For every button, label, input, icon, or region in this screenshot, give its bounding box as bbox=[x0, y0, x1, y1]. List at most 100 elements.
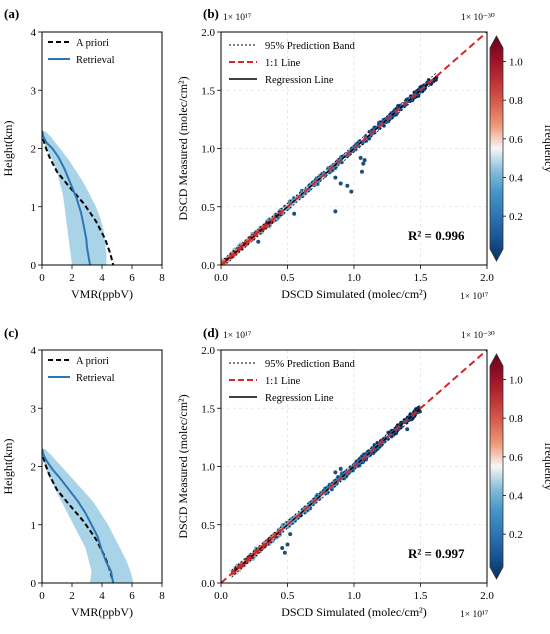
colorbar-label: frequency bbox=[542, 443, 550, 491]
y-tick-label: 0.0 bbox=[201, 578, 215, 590]
legend-entry: Retrieval bbox=[76, 55, 115, 66]
y-tick-label: 0.5 bbox=[201, 202, 215, 214]
y-tick-label: 0.0 bbox=[201, 260, 215, 272]
panel-a: (a) A priori Retrieval 0 2 4 6 8 0 1 2 3 4 VMR(ppbV) H… bbox=[1, 6, 165, 301]
y-tick-label: 1 bbox=[31, 520, 37, 532]
scatter-point bbox=[396, 103, 400, 108]
x-axis-multiplier: 1× 10¹⁷ bbox=[460, 610, 488, 620]
x-tick-label: 2.0 bbox=[480, 272, 494, 284]
legend-entry: 95% Prediction Band bbox=[265, 359, 356, 370]
colorbar-tick-label: 1.0 bbox=[509, 375, 523, 387]
x-tick-label: 6 bbox=[129, 590, 135, 602]
y-tick-label: 0 bbox=[31, 578, 37, 590]
x-axis-multiplier: 1× 10¹⁷ bbox=[460, 292, 488, 302]
colorbar-label: frequency bbox=[542, 125, 550, 173]
prediction-band-line bbox=[231, 411, 421, 578]
plot-area bbox=[221, 350, 487, 583]
scatter-point bbox=[405, 427, 410, 432]
y-axis-multiplier: 1× 10¹⁷ bbox=[223, 331, 251, 341]
y-axis-label: Height(km) bbox=[1, 121, 15, 177]
x-tick-label: 0.0 bbox=[214, 272, 228, 284]
legend-entry: Retrieval bbox=[76, 373, 115, 384]
scatter-point bbox=[362, 158, 367, 163]
y-tick-label: 0.5 bbox=[201, 520, 215, 532]
scatter-point bbox=[280, 546, 285, 551]
x-tick-label: 1.0 bbox=[347, 590, 361, 602]
scatter-point bbox=[359, 169, 364, 174]
scatter-point bbox=[338, 466, 343, 471]
panel-b: (b) 95% Prediction Band 1:1 Line Regression… bbox=[176, 6, 550, 302]
x-tick-label: 1.5 bbox=[414, 272, 428, 284]
y-tick-label: 3 bbox=[31, 85, 37, 97]
scatter-point bbox=[333, 470, 338, 475]
colorbar-tick-label: 0.8 bbox=[509, 413, 523, 425]
scatter-point bbox=[358, 155, 363, 160]
scatter-point bbox=[256, 239, 261, 244]
series-line-retrieval bbox=[42, 130, 91, 265]
one-to-one-line bbox=[221, 32, 487, 265]
y-tick-label: 2 bbox=[31, 462, 37, 474]
x-tick-label: 4 bbox=[99, 272, 105, 284]
x-tick-label: 0.5 bbox=[281, 272, 295, 284]
plot-area bbox=[42, 448, 134, 583]
scatter-point bbox=[349, 189, 354, 194]
y-axis-label: Height(km) bbox=[1, 439, 15, 495]
y-tick-label: 2.0 bbox=[201, 345, 215, 357]
y-tick-label: 1.0 bbox=[201, 462, 215, 474]
plot-area bbox=[42, 130, 115, 265]
colorbar-tick-label: 0.4 bbox=[509, 172, 523, 184]
panel-letter: (c) bbox=[4, 325, 18, 340]
colorbar-tick-label: 0.2 bbox=[509, 529, 523, 541]
y-tick-label: 3 bbox=[31, 403, 37, 415]
x-axis-label: VMR(ppbV) bbox=[71, 287, 133, 301]
colorbar-bar bbox=[489, 353, 504, 580]
x-tick-label: 2.0 bbox=[480, 590, 494, 602]
x-tick-label: 8 bbox=[159, 272, 165, 284]
colorbar: 0.2 0.4 0.6 0.8 1.0 frequency bbox=[489, 35, 550, 262]
y-tick-label: 4 bbox=[31, 27, 37, 39]
y-tick-label: 1.0 bbox=[201, 144, 215, 156]
series-line-a-priori bbox=[42, 130, 115, 265]
scatter-point bbox=[333, 209, 338, 214]
y-tick-label: 2 bbox=[31, 144, 37, 156]
colorbar-tick-label: 0.6 bbox=[509, 452, 523, 464]
legend-entry: 1:1 Line bbox=[265, 376, 301, 387]
scatter-point bbox=[338, 181, 343, 186]
colorbar-bar bbox=[489, 35, 504, 262]
y-axis-label: DSCD Measured (molec/cm²) bbox=[176, 76, 190, 220]
y-tick-label: 0 bbox=[31, 260, 37, 272]
y-tick-label: 1 bbox=[31, 202, 37, 214]
y-tick-label: 2.0 bbox=[201, 27, 215, 39]
scatter-point bbox=[333, 175, 338, 180]
y-tick-label: 4 bbox=[31, 345, 37, 357]
scatter-point bbox=[292, 211, 297, 216]
r-squared-label: R² = 0.997 bbox=[408, 546, 465, 561]
one-to-one-line bbox=[221, 350, 487, 583]
scatter-point bbox=[282, 550, 287, 555]
panel-c: (c) A priori Retrieval 0 2 4 6 8 0 1 2 3 4 VMR(ppbV) H… bbox=[1, 325, 165, 619]
panel-letter: (a) bbox=[4, 6, 19, 21]
y-tick-label: 1.5 bbox=[201, 403, 215, 415]
x-tick-label: 1.0 bbox=[347, 272, 361, 284]
prediction-band-line bbox=[231, 404, 421, 571]
y-axis-label: DSCD Measured (molec/cm²) bbox=[176, 394, 190, 538]
legend-entry: 1:1 Line bbox=[265, 58, 301, 69]
colorbar-multiplier: 1× 10⁻³⁰ bbox=[461, 13, 495, 23]
colorbar-tick-label: 0.4 bbox=[509, 490, 523, 502]
panel-letter: (b) bbox=[203, 6, 219, 21]
colorbar-multiplier: 1× 10⁻³⁰ bbox=[461, 331, 495, 341]
scatter-point bbox=[419, 84, 424, 89]
colorbar-tick-label: 0.8 bbox=[509, 95, 523, 107]
x-axis-label: VMR(ppbV) bbox=[71, 605, 133, 619]
x-tick-label: 4 bbox=[99, 590, 105, 602]
scatter-point bbox=[288, 532, 293, 537]
legend-entry: A priori bbox=[76, 38, 109, 49]
x-tick-label: 0.5 bbox=[281, 590, 295, 602]
scatter-point bbox=[314, 176, 319, 181]
x-tick-label: 0 bbox=[39, 590, 45, 602]
y-tick-label: 1.5 bbox=[201, 85, 215, 97]
x-tick-label: 8 bbox=[159, 590, 165, 602]
x-tick-label: 6 bbox=[129, 272, 135, 284]
x-tick-label: 1.5 bbox=[414, 590, 428, 602]
